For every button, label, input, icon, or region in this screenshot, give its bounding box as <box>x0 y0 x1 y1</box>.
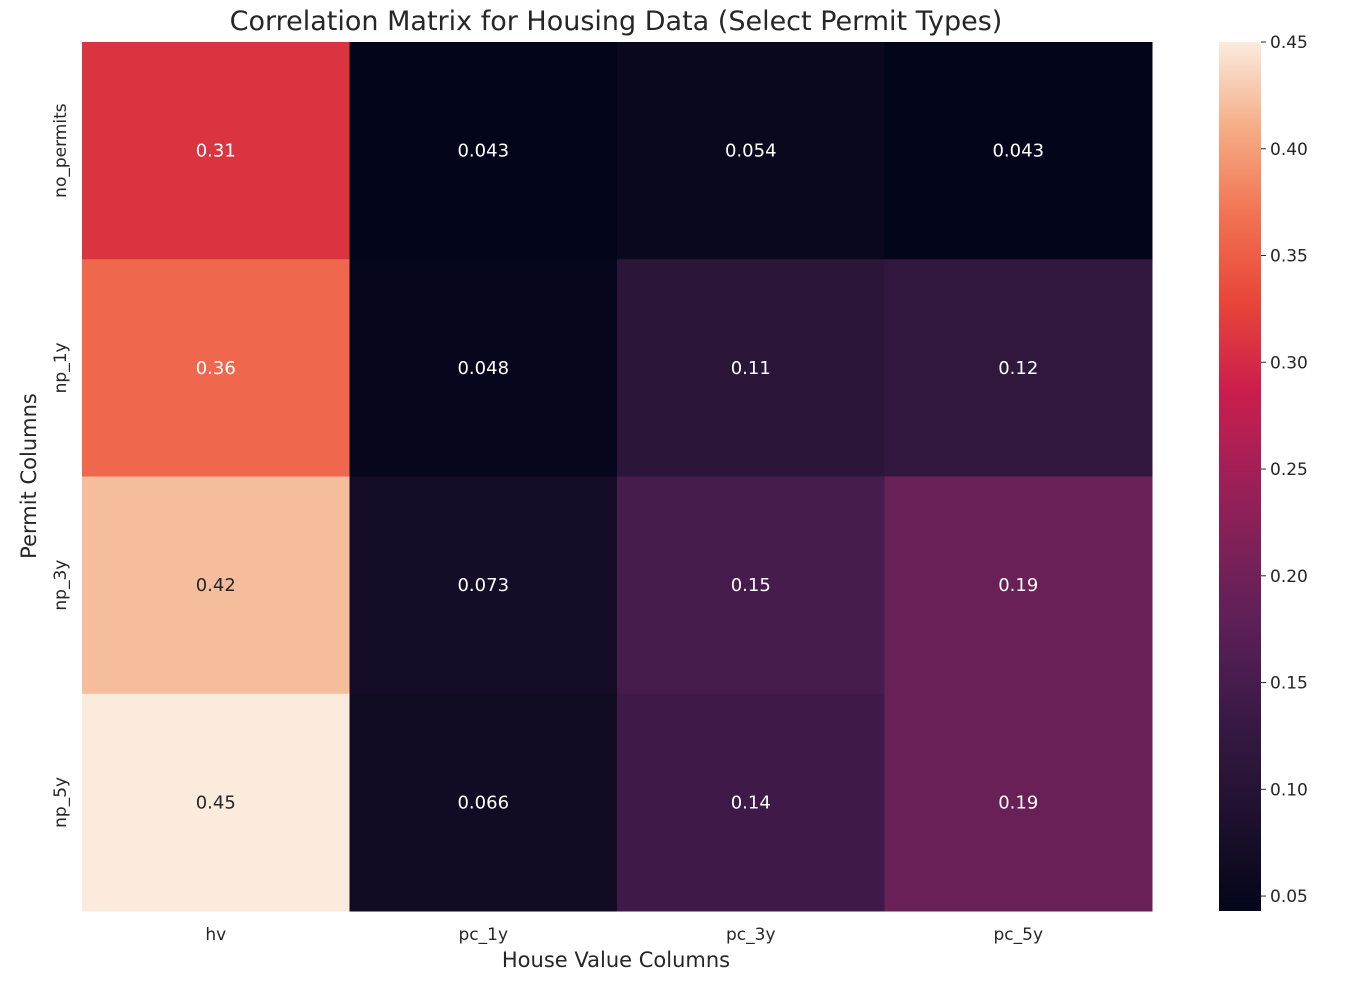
heatmap-cell <box>617 693 885 912</box>
heatmap-cell <box>82 476 350 695</box>
cell-annotation: 0.048 <box>457 358 509 379</box>
heatmap-cell <box>82 259 350 477</box>
x-tick-label: hv <box>205 925 226 945</box>
heatmap-cell <box>82 42 350 260</box>
heatmap-cell <box>349 42 618 260</box>
x-tick-label: pc_3y <box>726 925 776 945</box>
y-tick-labels: no_permits np_1y np_3y np_5y <box>51 103 71 828</box>
cell-annotation: 0.12 <box>998 358 1038 379</box>
cell-annotation: 0.073 <box>457 575 509 596</box>
heatmap-cell <box>884 259 1153 477</box>
cell-annotation: 0.15 <box>731 575 771 596</box>
y-axis-title: Permit Columns <box>17 393 41 559</box>
cell-annotation: 0.36 <box>196 358 236 379</box>
colorbar-tick-label: 0.20 <box>1270 567 1308 587</box>
heatmap-cell <box>617 259 885 477</box>
cell-annotation: 0.11 <box>731 358 771 379</box>
x-tick-labels: hv pc_1y pc_3y pc_5y <box>205 925 1043 945</box>
colorbar-tick-label: 0.05 <box>1270 887 1308 907</box>
heatmap-cell <box>617 476 885 695</box>
heatmap-cell <box>884 693 1153 912</box>
heatmap-cell <box>82 693 350 912</box>
cell-annotation: 0.19 <box>998 575 1038 596</box>
cell-annotation: 0.054 <box>725 141 777 162</box>
cell-annotation: 0.043 <box>992 141 1044 162</box>
heatmap-cell <box>884 42 1153 260</box>
y-tick-label: np_5y <box>51 777 71 828</box>
heatmap-cell <box>349 476 618 695</box>
cell-annotation: 0.31 <box>196 141 236 162</box>
x-axis-title: House Value Columns <box>502 948 730 972</box>
colorbar-ticks: 0.05 0.10 0.15 0.20 0.25 0.30 0.35 0.40 0.45 <box>1261 33 1308 907</box>
x-tick-label: pc_1y <box>458 925 508 945</box>
colorbar-tick-label: 0.30 <box>1270 353 1308 373</box>
cell-annotations: 0.31 0.043 0.054 0.043 0.36 0.048 0.11 0.12 0.42… <box>196 141 1044 814</box>
colorbar-tick-label: 0.35 <box>1270 247 1308 267</box>
heatmap-cell <box>617 42 885 260</box>
y-tick-label: np_3y <box>51 560 71 611</box>
chart-title: Correlation Matrix for Housing Data (Sel… <box>230 6 1003 37</box>
heatmap-cell <box>349 693 618 912</box>
colorbar-tick-label: 0.25 <box>1270 460 1308 480</box>
colorbar-tick-label: 0.40 <box>1270 140 1308 160</box>
y-tick-label: no_permits <box>51 103 71 198</box>
heatmap-cells <box>82 42 1153 912</box>
cell-annotation: 0.043 <box>457 141 509 162</box>
cell-annotation: 0.45 <box>196 792 236 813</box>
cell-annotation: 0.066 <box>457 792 509 813</box>
cell-annotation: 0.19 <box>998 792 1038 813</box>
colorbar <box>1219 42 1261 911</box>
y-tick-label: np_1y <box>51 342 71 393</box>
colorbar-tick-label: 0.10 <box>1270 780 1308 800</box>
colorbar-tick-label: 0.15 <box>1270 674 1308 694</box>
cell-annotation: 0.14 <box>731 792 771 813</box>
cell-annotation: 0.42 <box>196 575 236 596</box>
x-tick-label: pc_5y <box>993 925 1043 945</box>
heatmap-cell <box>884 476 1153 695</box>
colorbar-tick-label: 0.45 <box>1270 33 1308 53</box>
heatmap-cell <box>349 259 618 477</box>
